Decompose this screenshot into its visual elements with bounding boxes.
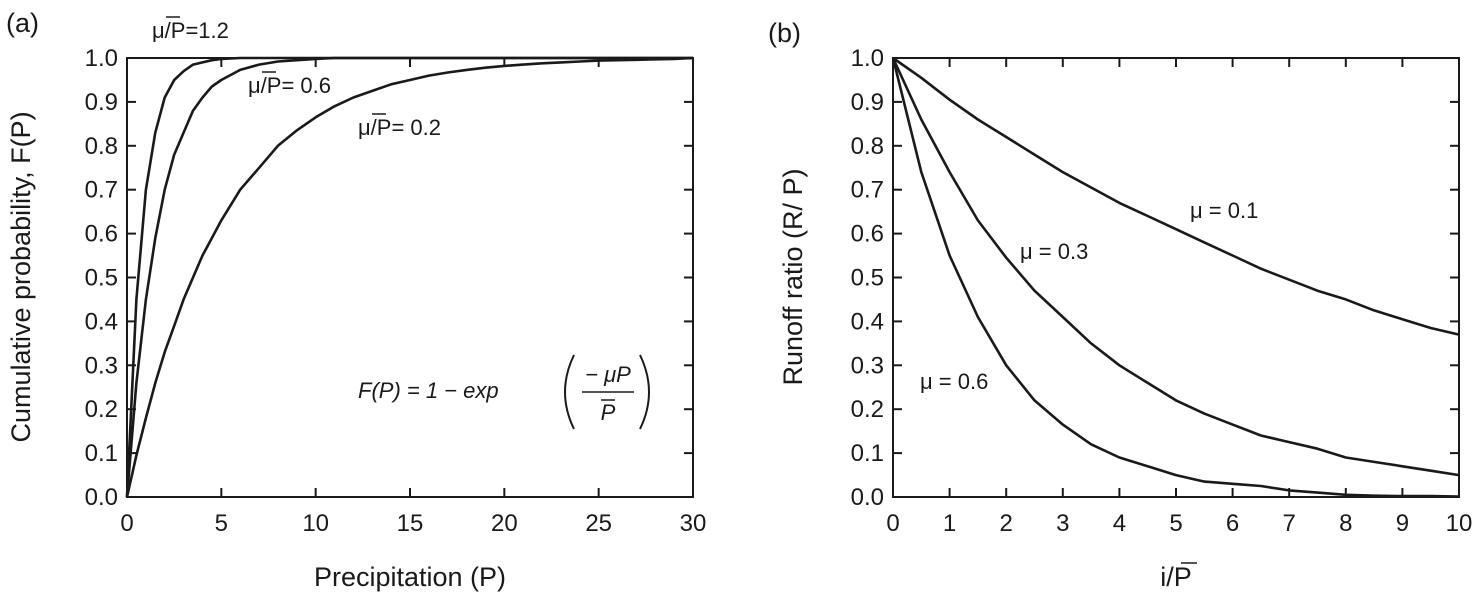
panel-a-x-tick-label-5: 25 xyxy=(585,510,612,537)
panel-a-x-axis-label: Precipitation (P) xyxy=(314,562,506,592)
panel-b-series xyxy=(891,56,1460,498)
panel-a-x-tick-label-6: 30 xyxy=(680,510,707,537)
panel-b-annotation-series-2: μ = 0.3 xyxy=(1020,239,1088,264)
panel-b: (b) 0.0 0.1 0.2 0.3 0.4 0.5 0.6 0.7 0.8 0.9 1.0 0 1… xyxy=(768,18,1472,592)
panel-a-annotation-series-2: μ/P= 0.6 xyxy=(248,73,331,98)
panel-b-x-tick-label-5: 5 xyxy=(1169,510,1182,537)
panel-b-x-tick-label-0: 0 xyxy=(886,510,899,537)
panel-b-y-tick-label-8: 0.8 xyxy=(851,133,884,160)
panel-b-series-line-3 xyxy=(891,57,1460,498)
panel-b-y-tick-label-6: 0.6 xyxy=(851,221,884,248)
panel-a-x-ticks: 0 5 10 15 20 25 30 xyxy=(120,58,706,537)
panel-a-y-axis-label: Cumulative probability, F(P) xyxy=(6,111,36,442)
panel-b-x-tick-label-2: 2 xyxy=(1000,510,1013,537)
panel-b-annotation-series-3: μ = 0.6 xyxy=(920,369,988,394)
panel-a-annotation-series-3: μ/P= 0.2 xyxy=(358,115,441,140)
panel-a-y-tick-label-0: 0.0 xyxy=(85,484,118,511)
panel-a-formula: F(P) = 1 − exp − μP P xyxy=(358,354,650,430)
panel-b-annotation-series-1: μ = 0.1 xyxy=(1190,198,1258,223)
panel-a-x-tick-label-4: 20 xyxy=(491,510,518,537)
panel-b-x-tick-label-8: 8 xyxy=(1339,510,1352,537)
panel-b-y-tick-label-2: 0.2 xyxy=(851,396,884,423)
panel-a-series xyxy=(125,56,694,498)
panel-b-x-tick-label-9: 9 xyxy=(1396,510,1409,537)
panel-a: (a) 0.0 0.1 0.2 0.3 0.4 0.5 0.6 0.7 0.8 0.9 1.0 0 5… xyxy=(6,8,706,592)
panel-b-y-tick-label-0: 0.0 xyxy=(851,484,884,511)
panel-b-x-ticks: 0 1 2 3 4 5 6 7 8 9 10 xyxy=(886,58,1472,537)
panel-a-y-tick-label-9: 0.9 xyxy=(85,89,118,116)
panel-a-y-tick-label-2: 0.2 xyxy=(85,396,118,423)
panel-a-y-tick-label-10: 1.0 xyxy=(85,45,118,72)
panel-a-y-tick-label-3: 0.3 xyxy=(85,352,118,379)
panel-b-y-tick-label-9: 0.9 xyxy=(851,89,884,116)
panel-b-series-line-2 xyxy=(891,57,1460,477)
panel-b-y-tick-label-5: 0.5 xyxy=(851,265,884,292)
panel-a-y-tick-label-7: 0.7 xyxy=(85,177,118,204)
panel-a-y-tick-label-5: 0.5 xyxy=(85,265,118,292)
panel-a-y-tick-label-6: 0.6 xyxy=(85,221,118,248)
panel-b-x-tick-label-3: 3 xyxy=(1056,510,1069,537)
panel-b-y-ticks: 0.0 0.1 0.2 0.3 0.4 0.5 0.6 0.7 0.8 0.9 1.0 xyxy=(851,45,1459,511)
panel-b-x-tick-label-4: 4 xyxy=(1113,510,1126,537)
formula-numerator: − μP xyxy=(585,362,631,387)
panel-b-y-tick-label-7: 0.7 xyxy=(851,177,884,204)
panel-b-y-tick-label-3: 0.3 xyxy=(851,352,884,379)
panel-b-x-axis-label: i/P xyxy=(1160,562,1192,592)
formula-right-paren xyxy=(639,354,650,430)
panel-b-frame xyxy=(892,57,1460,498)
panel-b-y-axis-label: Runoff ratio (R/ P) xyxy=(778,168,808,385)
panel-b-y-tick-label-4: 0.4 xyxy=(851,308,884,335)
panel-a-x-tick-label-1: 5 xyxy=(215,510,228,537)
panel-b-x-tick-label-10: 10 xyxy=(1446,510,1473,537)
panel-b-series-line-1 xyxy=(892,56,1460,336)
panel-a-x-tick-label-2: 10 xyxy=(302,510,329,537)
formula-left-paren xyxy=(564,354,575,430)
panel-b-x-tick-label-7: 7 xyxy=(1283,510,1296,537)
panel-a-x-tick-label-0: 0 xyxy=(120,510,133,537)
panel-a-y-tick-label-1: 0.1 xyxy=(85,440,118,467)
panel-a-y-tick-label-4: 0.4 xyxy=(85,308,118,335)
panel-a-series-line-3 xyxy=(125,56,694,498)
panel-b-x-tick-label-6: 6 xyxy=(1226,510,1239,537)
panel-b-label: (b) xyxy=(768,18,801,48)
panel-b-y-tick-label-1: 0.1 xyxy=(851,440,884,467)
panel-a-annotation-series-1: μ/P=1.2 xyxy=(152,18,229,43)
panel-a-x-tick-label-3: 15 xyxy=(397,510,424,537)
panel-a-y-tick-label-8: 0.8 xyxy=(85,133,118,160)
panel-a-y-ticks: 0.0 0.1 0.2 0.3 0.4 0.5 0.6 0.7 0.8 0.9 1.0 xyxy=(85,45,693,511)
panel-b-x-tick-label-1: 1 xyxy=(943,510,956,537)
formula-lhs: F(P) = 1 − exp xyxy=(358,378,499,403)
panel-a-series-line-2 xyxy=(125,56,693,498)
panel-a-label: (a) xyxy=(6,8,39,38)
formula-denominator: P xyxy=(601,400,616,425)
panel-b-y-tick-label-10: 1.0 xyxy=(851,45,884,72)
